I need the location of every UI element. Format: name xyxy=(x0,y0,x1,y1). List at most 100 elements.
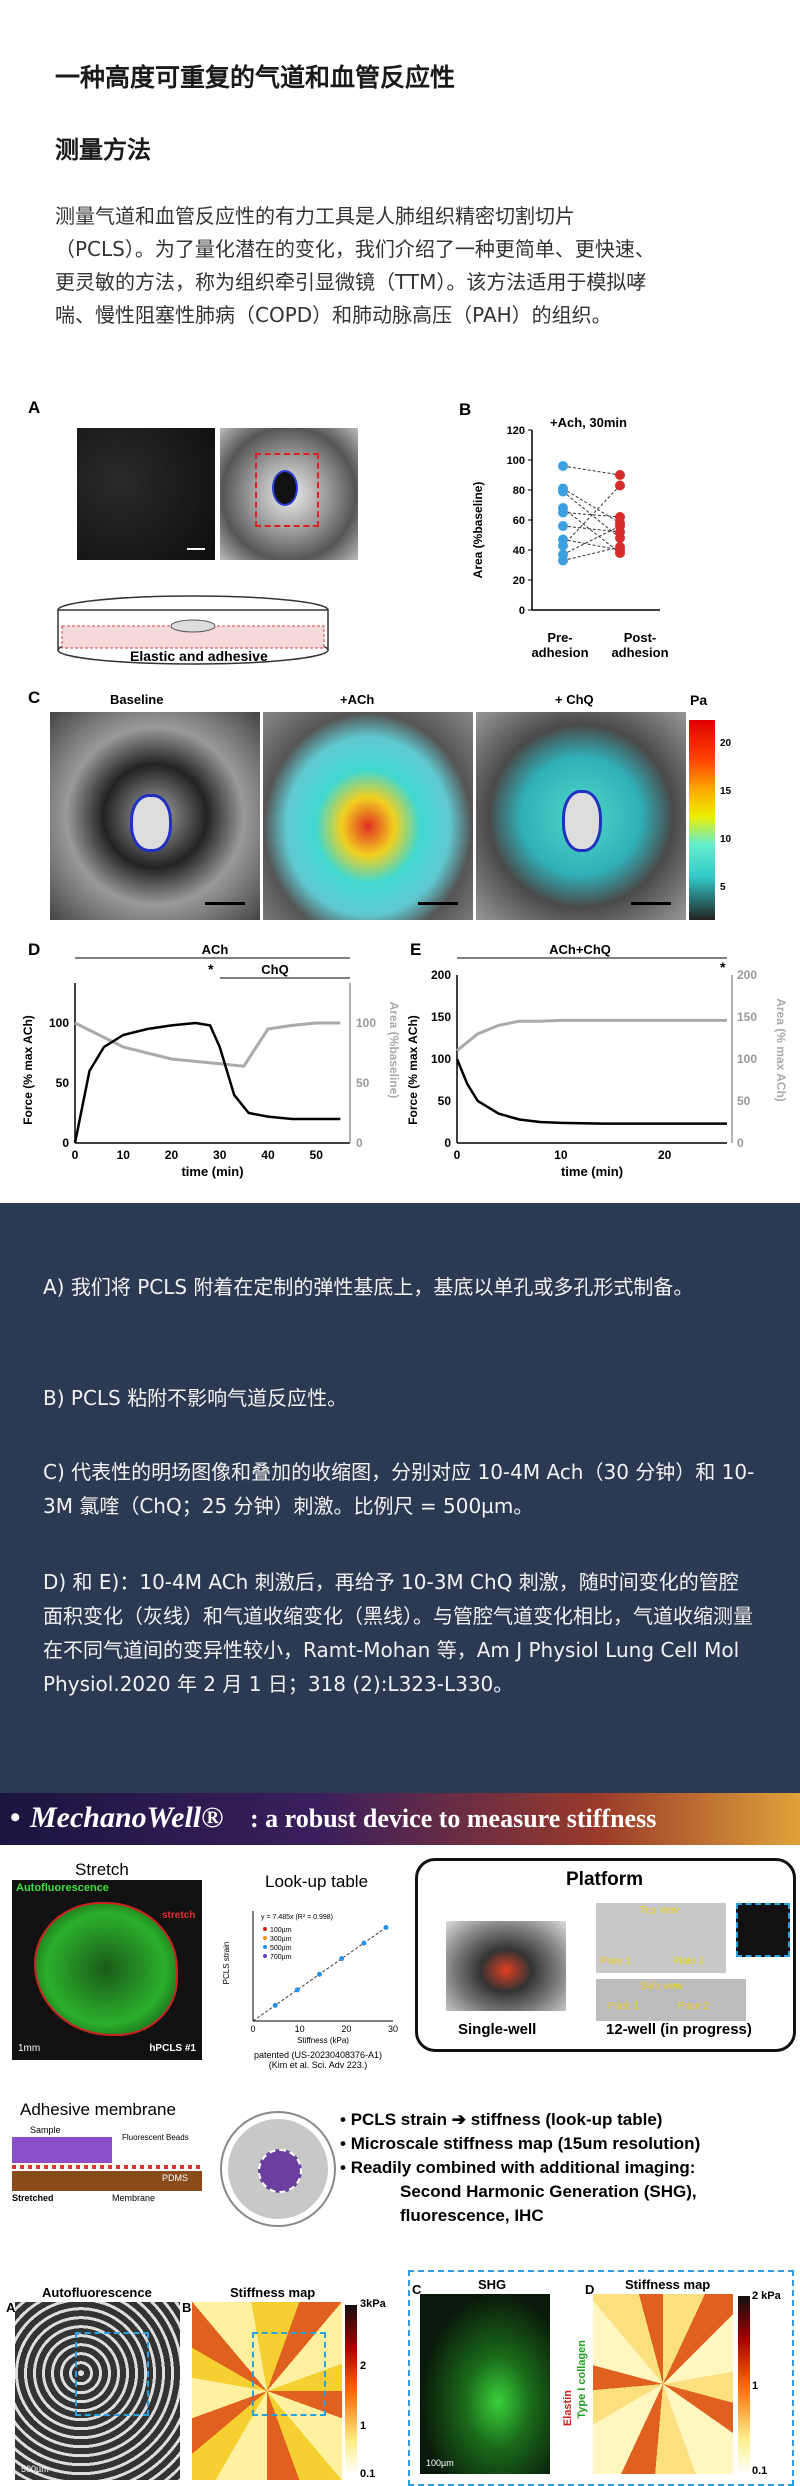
b-post-point xyxy=(615,533,625,543)
panel-e-label: E xyxy=(410,940,422,959)
fluorescence-image xyxy=(77,428,215,560)
lookup-point xyxy=(294,1987,300,1993)
bottom-b-colorbar xyxy=(345,2305,357,2475)
d-force-line xyxy=(73,1021,341,1144)
caption-panel: A) 我们将 PCLS 附着在定制的弹性基底上，基底以单孔或多孔形式制备。 B)… xyxy=(0,1203,800,1793)
bottom-a-image: 500µm xyxy=(15,2302,180,2480)
c-label-ach: +ACh xyxy=(340,692,375,707)
panel-c-label: C xyxy=(28,688,41,707)
intro-paragraph: 测量气道和血管反应性的有力工具是人肺组织精密切割切片 （PCLS）。为了量化潜在的… xyxy=(55,204,655,327)
b-pre-point xyxy=(558,540,568,551)
b-pre-point xyxy=(558,461,568,471)
lookup-legend-label: 700µm xyxy=(270,1954,292,1961)
panel-b-label: B xyxy=(459,400,472,419)
e-force-line xyxy=(455,1058,727,1125)
e-y2tick-label: 200 xyxy=(737,968,757,982)
d-y2tick-label: 100 xyxy=(356,1016,376,1030)
lookup-legend-marker xyxy=(263,1954,267,1958)
banner-bullet: • xyxy=(10,1801,21,1834)
caption-c: C) 代表性的明场图像和叠加的收缩图，分别对应 10-4M Ach（30 分钟）… xyxy=(43,1460,755,1518)
c-chq-image xyxy=(476,712,686,920)
d-star: * xyxy=(208,961,214,977)
caption-de: D) 和 E)：10-4M ACh 刺激后，再给予 10-3M ChQ 刺激，随… xyxy=(43,1570,753,1696)
b-pair-line xyxy=(562,491,621,539)
brightfield-image xyxy=(220,428,358,560)
lookup-legend-marker xyxy=(263,1936,267,1940)
caption-a: A) 我们将 PCLS 附着在定制的弹性基底上，基底以单孔或多孔形式制备。 xyxy=(43,1275,694,1299)
e-ylabel: Force (% max ACh) xyxy=(406,1015,420,1125)
device-gear-icon xyxy=(222,2113,334,2225)
c-colorbar-ticks: 20 15 10 5 xyxy=(720,738,732,893)
lookup-xtick: 30 xyxy=(388,2024,398,2034)
c-unit: Pa xyxy=(690,692,708,708)
lookup-legend-label: 500µm xyxy=(270,1945,292,1952)
page-subtitle: 测量方法 xyxy=(55,136,151,164)
b-post-point xyxy=(615,548,625,558)
adhesive-title: Adhesive membrane xyxy=(20,2100,176,2119)
b-xlabel-pre: Pre-adhesion xyxy=(531,630,589,660)
panel-a-label: A xyxy=(28,398,41,417)
dish-illustration xyxy=(57,595,329,665)
d-tick-01: 0.1 xyxy=(752,2465,768,2477)
bottom-c-title: SHG xyxy=(478,2277,507,2292)
membrane-diagram: Sample Fluorescent Beads PDMS Stretched … xyxy=(12,2125,202,2205)
lookup-eq: y = 7.485x (R² = 0.998) xyxy=(261,1914,333,1921)
panel-d-label: D xyxy=(28,940,41,959)
b-ytick-label: 120 xyxy=(507,425,525,437)
lookup-point xyxy=(361,1940,367,1946)
c-baseline-image xyxy=(50,712,260,920)
d-xtick-label: 40 xyxy=(261,1148,275,1162)
b-pre-point xyxy=(558,486,568,497)
e-ytick-label: 0 xyxy=(444,1136,451,1150)
d-xtick-label: 30 xyxy=(213,1148,227,1162)
lookup-xlabel: Stiffness (kPa) xyxy=(297,2036,349,2045)
bottom-c-label: C xyxy=(412,2282,422,2297)
d-unit: 2 kPa xyxy=(752,2290,781,2302)
lookup-point xyxy=(272,2002,278,2008)
b-unit: 3kPa xyxy=(360,2298,386,2310)
lookup-title: Look-up table xyxy=(265,1872,369,1891)
d-top-label: ACh xyxy=(202,942,229,957)
e-xlabel: time (min) xyxy=(561,1164,623,1179)
b-ytick-label: 20 xyxy=(513,575,525,587)
platform-box: Platform Top view Plate 1 Plate 2 Side v… xyxy=(415,1858,796,2052)
b-pre-point xyxy=(558,521,568,531)
b-pre-point xyxy=(558,507,568,518)
d-y2label: Area (%baseline) xyxy=(387,1002,400,1099)
lookup-chart: 0 10 20 30 Stiffness (kPa) PCLS strain y = 7.4… xyxy=(222,1911,398,2045)
e-ytick-label: 200 xyxy=(431,968,451,982)
lookup-point xyxy=(383,1925,389,1930)
d-xtick-label: 50 xyxy=(310,1148,324,1162)
lookup-legend-marker xyxy=(263,1945,267,1949)
b-xlabel-post: Post-adhesion xyxy=(611,630,669,660)
e-ytick-label: 100 xyxy=(431,1052,451,1066)
b-chart: 0 20 40 60 80 100 120 Area (%baseline) xyxy=(471,425,660,617)
b-pair-line xyxy=(562,539,621,551)
d-y2tick-label: 0 xyxy=(356,1136,363,1150)
c-colorbar xyxy=(689,720,715,920)
bottom-d-label: D xyxy=(585,2282,595,2297)
c-label-baseline: Baseline xyxy=(110,692,164,707)
d-ytick-label: 100 xyxy=(49,1016,69,1030)
bottom-d-colorbar xyxy=(738,2296,750,2474)
d-ytick-label: 0 xyxy=(62,1136,69,1150)
lookup-xtick: 0 xyxy=(250,2024,255,2034)
stretch-title: Stretch xyxy=(75,1860,129,1879)
d-area-line xyxy=(74,1021,341,1068)
lookup-legend-label: 100µm xyxy=(270,1927,292,1934)
d-chq-label: ChQ xyxy=(261,962,288,977)
caption-b: B) PCLS 粘附不影响气道反应性。 xyxy=(43,1386,348,1410)
feature-bullets: • PCLS strain ➔ stiffness (look-up table… xyxy=(340,2110,701,2225)
b-post-point xyxy=(615,470,625,480)
d-xtick-label: 10 xyxy=(117,1148,131,1162)
e-area-line xyxy=(456,1018,727,1052)
b-pre-point xyxy=(558,555,568,566)
d-y2tick-label: 50 xyxy=(356,1076,370,1090)
b-ytick-label: 40 xyxy=(513,545,525,557)
b-post-point xyxy=(615,480,625,491)
e-xtick-label: 0 xyxy=(454,1148,461,1162)
e-top-label: ACh+ChQ xyxy=(549,942,611,957)
e-y2tick-label: 150 xyxy=(737,1010,757,1024)
b-tick-2: 2 xyxy=(360,2360,367,2372)
